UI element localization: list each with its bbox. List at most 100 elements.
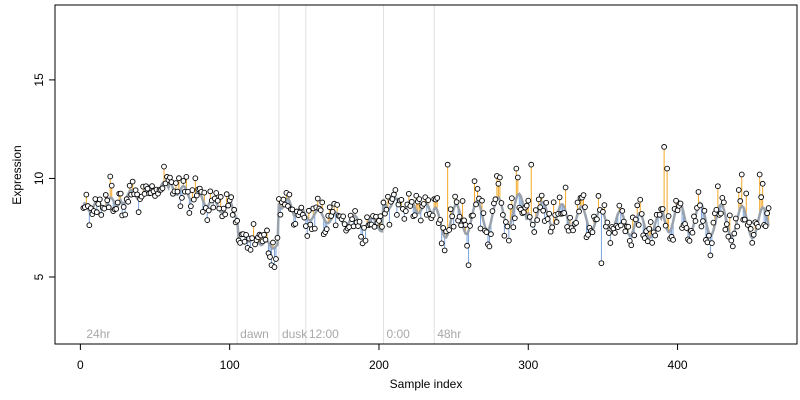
data-point <box>273 256 279 262</box>
data-point <box>576 208 582 215</box>
data-point <box>417 217 424 224</box>
data-point <box>113 206 120 212</box>
data-point <box>656 211 663 218</box>
data-point <box>262 236 269 243</box>
data-point <box>483 229 490 236</box>
data-point <box>477 225 484 232</box>
data-point <box>411 212 418 219</box>
data-point <box>199 208 206 215</box>
data-point <box>305 207 312 214</box>
data-point <box>249 235 255 241</box>
data-point <box>341 221 348 227</box>
data-point <box>543 199 550 206</box>
data-point <box>261 231 267 238</box>
data-point <box>241 238 248 245</box>
data-point <box>697 202 703 209</box>
data-point <box>274 234 281 241</box>
data-point <box>670 236 676 243</box>
data-point <box>220 205 227 212</box>
y-tick-label: 15 <box>32 73 46 87</box>
data-point <box>616 202 623 209</box>
data-point <box>461 217 467 224</box>
data-point <box>214 197 221 204</box>
annotation-label: dawn <box>240 327 269 341</box>
data-point <box>749 239 756 246</box>
data-point <box>507 203 514 210</box>
data-point <box>179 195 185 201</box>
data-point <box>628 242 635 249</box>
data-point <box>222 211 229 218</box>
x-axis-label: Sample index <box>390 377 463 391</box>
data-point <box>720 199 727 206</box>
data-point <box>446 227 452 233</box>
data-point <box>544 216 551 222</box>
data-point <box>731 230 738 237</box>
data-point <box>764 210 770 217</box>
data-point <box>677 200 684 207</box>
x-tick-label: 300 <box>518 358 538 372</box>
data-point <box>750 231 757 238</box>
data-point <box>346 224 352 230</box>
data-point <box>514 174 521 181</box>
data-point <box>229 212 236 218</box>
data-point <box>762 223 769 230</box>
data-point <box>489 208 496 214</box>
data-point <box>271 264 278 270</box>
data-point <box>234 217 240 224</box>
data-point <box>589 229 596 236</box>
data-point <box>464 242 470 249</box>
data-point <box>188 203 194 210</box>
data-point <box>311 225 318 232</box>
data-point <box>474 186 481 192</box>
data-point <box>391 191 397 198</box>
data-point <box>498 200 505 206</box>
data-point <box>612 229 618 236</box>
data-point <box>205 207 212 214</box>
data-point <box>759 180 766 187</box>
data-point <box>314 195 321 202</box>
annotation-label: 48hr <box>437 327 461 341</box>
data-point <box>326 204 333 211</box>
data-point <box>743 190 750 197</box>
data-point <box>376 218 382 224</box>
data-point <box>665 213 672 219</box>
data-point <box>441 247 448 254</box>
data-point <box>95 201 102 207</box>
data-point <box>683 225 690 231</box>
data-point <box>652 232 659 239</box>
data-point <box>438 240 445 247</box>
data-points <box>80 144 772 270</box>
data-point <box>585 231 591 238</box>
data-point <box>604 219 611 226</box>
data-point <box>606 230 612 236</box>
data-point <box>692 218 699 224</box>
data-point <box>707 252 714 259</box>
data-point <box>700 218 706 224</box>
data-point <box>695 189 702 195</box>
data-point <box>553 219 560 225</box>
data-point <box>349 216 355 223</box>
annotation-label: 12:00 <box>309 327 339 341</box>
data-point <box>582 204 588 210</box>
data-point <box>364 214 370 221</box>
data-point <box>452 193 458 200</box>
data-point <box>93 209 100 215</box>
data-point <box>525 197 532 204</box>
data-point <box>105 204 112 211</box>
data-point <box>567 214 573 221</box>
data-point <box>440 225 447 231</box>
data-point <box>362 237 369 244</box>
data-point <box>715 183 721 190</box>
data-point <box>537 204 544 211</box>
data-point <box>573 220 579 226</box>
data-point <box>162 180 169 187</box>
data-point <box>662 222 669 229</box>
data-point <box>228 194 235 201</box>
data-point <box>765 205 772 211</box>
data-point <box>562 184 569 191</box>
data-point <box>500 212 506 218</box>
data-point <box>98 212 105 218</box>
data-point <box>488 231 494 238</box>
data-point <box>532 207 539 213</box>
